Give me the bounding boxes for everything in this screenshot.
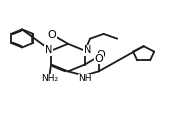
Text: O: O (47, 30, 56, 40)
Text: N: N (84, 45, 91, 55)
Text: O: O (94, 54, 103, 64)
Text: NH: NH (78, 74, 92, 84)
Text: NH₂: NH₂ (41, 74, 58, 83)
Text: O: O (97, 51, 105, 60)
Text: N: N (45, 45, 52, 55)
